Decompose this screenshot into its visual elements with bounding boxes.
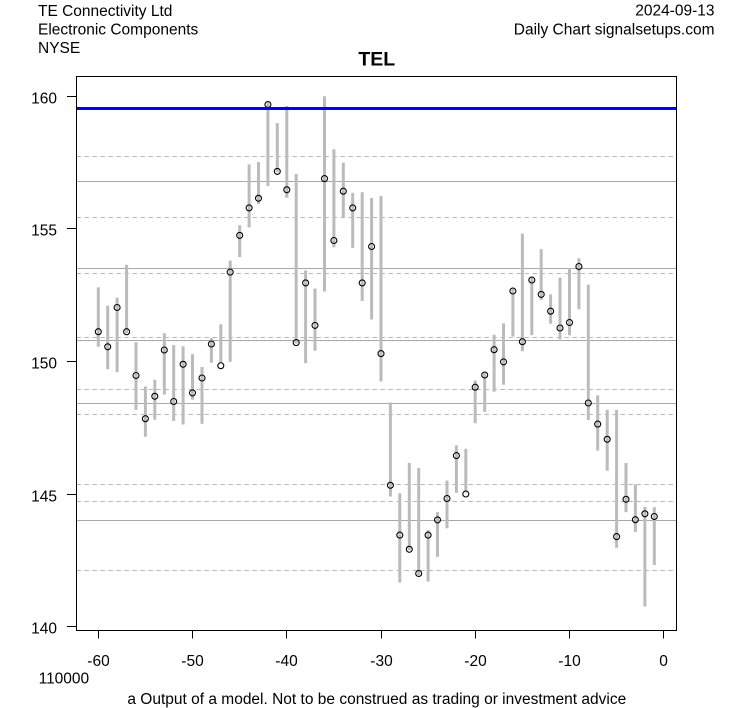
svg-text:-30: -30 [370, 653, 393, 670]
svg-text:TEL: TEL [358, 49, 395, 71]
svg-text:TE Connectivity Ltd: TE Connectivity Ltd [38, 3, 172, 20]
svg-text:a Output of a model. Not to be: a Output of a model. Not to be construed… [127, 691, 626, 708]
svg-text:Daily Chart signalsetups.com: Daily Chart signalsetups.com [514, 21, 715, 38]
svg-text:140: 140 [31, 620, 57, 637]
svg-text:2024-09-13: 2024-09-13 [635, 3, 714, 20]
svg-text:150: 150 [31, 355, 57, 372]
svg-text:110000: 110000 [39, 671, 90, 688]
svg-text:-10: -10 [558, 653, 581, 670]
svg-text:-40: -40 [275, 653, 298, 670]
svg-text:-20: -20 [464, 653, 487, 670]
svg-text:-50: -50 [181, 653, 204, 670]
svg-text:145: 145 [31, 488, 57, 505]
svg-text:Electronic Components: Electronic Components [38, 22, 198, 39]
svg-text:160: 160 [31, 90, 57, 107]
svg-text:-60: -60 [87, 653, 110, 670]
svg-text:NYSE: NYSE [38, 40, 80, 57]
svg-text:0: 0 [659, 653, 668, 670]
svg-text:155: 155 [31, 222, 57, 239]
